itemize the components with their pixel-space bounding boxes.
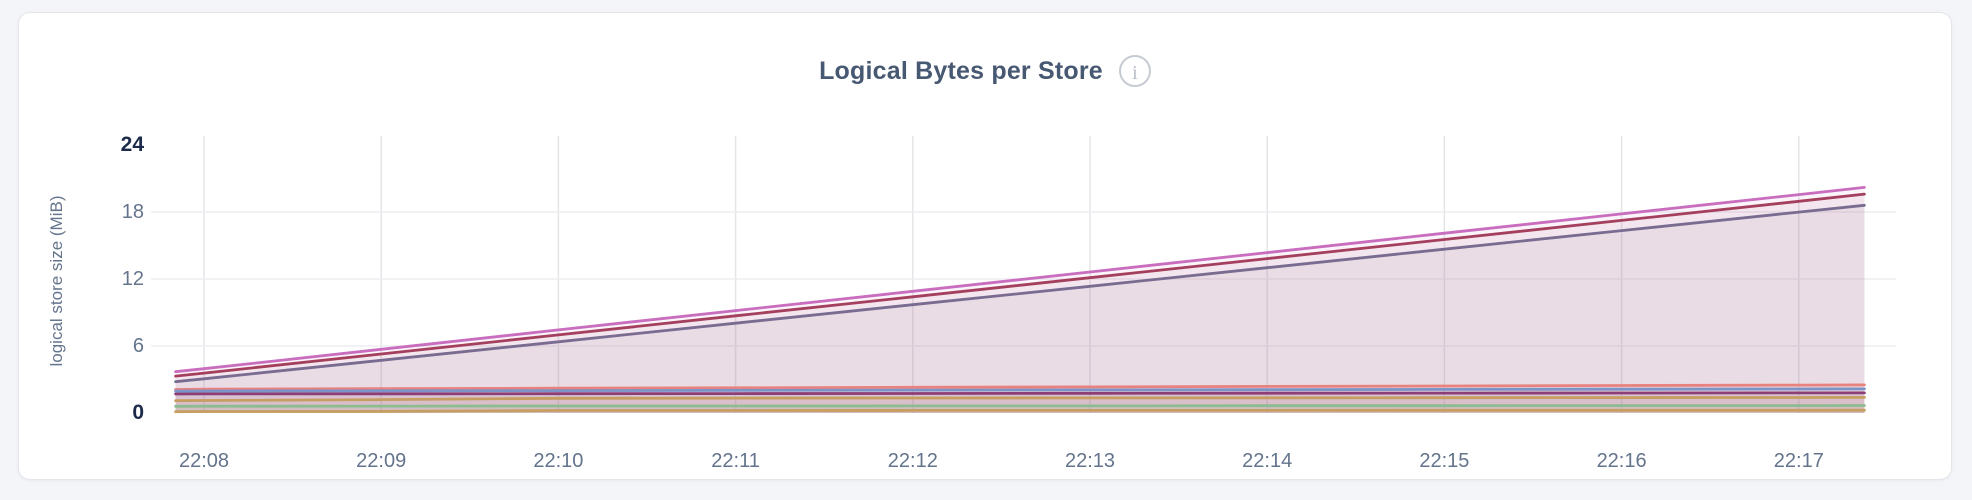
y-tick-label-0: 0 bbox=[132, 401, 144, 424]
x-tick-label-22:11: 22:11 bbox=[711, 450, 760, 472]
series-line-store-gold bbox=[174, 408, 1866, 414]
series-line-store-plum bbox=[174, 391, 1866, 396]
y-tick-label-18: 18 bbox=[121, 200, 144, 223]
series-line-store-orchid bbox=[174, 186, 1866, 374]
chart-header: Logical Bytes per Store i bbox=[19, 55, 1951, 87]
chart-card: Logical Bytes per Store i logical store … bbox=[18, 12, 1952, 480]
x-tick-label-22:14: 22:14 bbox=[1242, 450, 1293, 472]
x-tick-label-22:13: 22:13 bbox=[1064, 450, 1116, 472]
y-tick-label-24: 24 bbox=[120, 132, 144, 156]
chart-canvas[interactable] bbox=[151, 136, 1896, 426]
series-area-store-maroon bbox=[175, 194, 1865, 413]
y-tick-label-12: 12 bbox=[121, 267, 144, 290]
series-area-store-slate bbox=[175, 205, 1865, 413]
info-icon[interactable]: i bbox=[1118, 55, 1151, 87]
y-tick-label-6: 6 bbox=[132, 334, 144, 357]
series-line-store-green bbox=[174, 404, 1866, 408]
series-line-store-tan bbox=[174, 396, 1866, 403]
series-line-store-salmon bbox=[174, 383, 1866, 391]
plot-area[interactable] bbox=[151, 136, 1896, 426]
x-tick-label-22:12: 22:12 bbox=[887, 450, 938, 472]
series-line-store-maroon bbox=[174, 192, 1866, 378]
series-area-store-orchid bbox=[175, 187, 1865, 413]
chart-title: Logical Bytes per Store bbox=[819, 56, 1103, 85]
x-tick-label-22:10: 22:10 bbox=[533, 450, 584, 472]
x-tick-label-22:16: 22:16 bbox=[1596, 450, 1647, 472]
series-line-store-blue bbox=[174, 387, 1866, 393]
x-tick-label-22:08: 22:08 bbox=[178, 450, 230, 472]
x-tick-label-22:15: 22:15 bbox=[1419, 450, 1470, 472]
x-tick-label-22:09: 22:09 bbox=[356, 450, 407, 472]
x-tick-label-22:17: 22:17 bbox=[1773, 450, 1824, 472]
series-line-store-slate bbox=[174, 203, 1866, 384]
